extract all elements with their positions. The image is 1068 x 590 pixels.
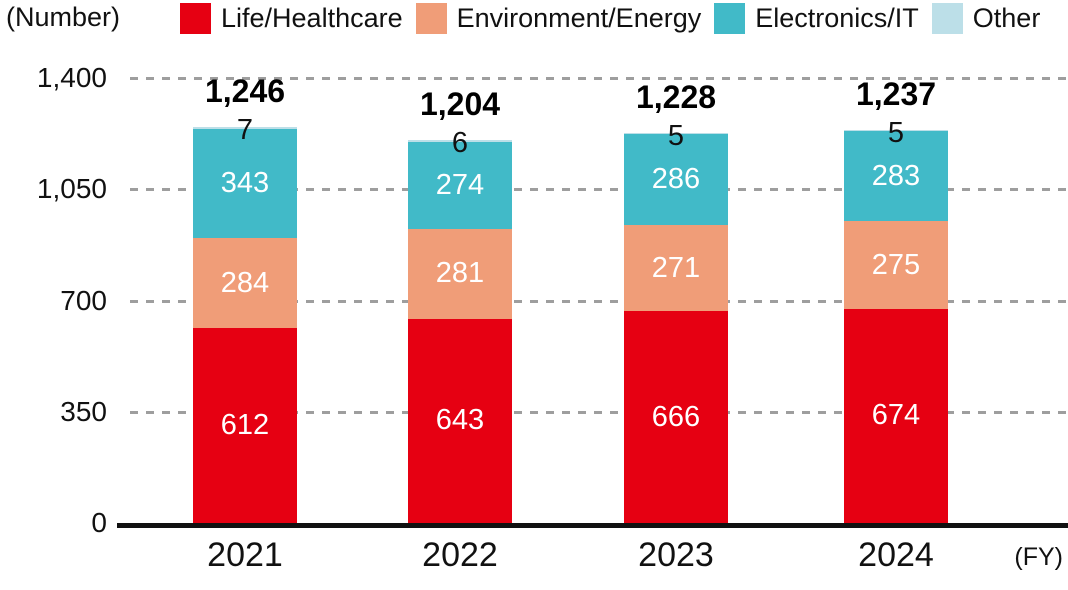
x-axis-category-label: 2024 [858, 536, 934, 574]
legend-item: Environment/Energy [415, 3, 702, 34]
total-value-label: 1,237 [855, 75, 937, 112]
bar-segment-2023-life-healthcare: 666 [624, 311, 728, 523]
segment-value: 666 [651, 400, 701, 433]
bar-segment-2022-other [408, 140, 512, 143]
legend-label: Electronics/IT [755, 3, 919, 33]
bar-segment-2022-electronics-it: 274 [408, 142, 512, 230]
bar-segment-2024-electronics-it: 283 [844, 131, 948, 222]
segment-value: 271 [651, 251, 701, 284]
x-axis-category-label: 2023 [638, 536, 714, 574]
segment-value: 274 [435, 169, 485, 202]
x-axis-category-label: 2021 [207, 536, 283, 574]
legend-label: Other [972, 3, 1041, 33]
legend-item: Other [931, 3, 1041, 34]
segment-value: 284 [220, 266, 270, 299]
total-value-label: 1,204 [419, 86, 501, 123]
x-axis-unit-label: (FY) [1014, 543, 1063, 571]
segment-value: 283 [871, 159, 921, 192]
bar-segment-2023-electronics-it: 286 [624, 134, 728, 226]
bar-segment-2021-electronics-it: 343 [193, 129, 297, 239]
bar-segment-2023-environment-energy: 271 [624, 225, 728, 312]
segment-value: 343 [220, 167, 270, 200]
y-tick-label-350: 350 [60, 395, 107, 427]
gridline-1400 [130, 77, 1068, 80]
legend-swatch-1 [180, 3, 211, 34]
bar-segment-2024-life-healthcare: 674 [844, 308, 948, 523]
total-value-label: 1,246 [204, 72, 286, 109]
other-value-label: 6 [451, 127, 469, 160]
total-value-label: 1,228 [635, 78, 717, 115]
legend-item: Electronics/IT [714, 3, 919, 34]
bar-segment-2023-other [624, 132, 728, 135]
y-axis-unit-label: (Number) [6, 2, 121, 32]
gridline-700 [130, 299, 1068, 303]
other-value-label: 5 [887, 116, 905, 149]
gridline-1050 [130, 188, 1068, 192]
other-value-label: 5 [667, 119, 685, 152]
x-axis-category-label: 2022 [422, 536, 498, 574]
bar-segment-2022-life-healthcare: 643 [408, 318, 512, 523]
legend-label: Environment/Energy [456, 3, 702, 33]
legend-label: Life/Healthcare [221, 3, 403, 33]
bar-segment-2024-other [844, 129, 948, 132]
legend-item: Life/Healthcare [180, 3, 403, 34]
other-value-label: 7 [236, 113, 254, 146]
x-axis-line [117, 523, 1068, 528]
y-tick-label-1050: 1,050 [36, 173, 107, 205]
y-tick-label-1400: 1,400 [36, 62, 107, 93]
y-tick-label-0: 0 [91, 507, 107, 538]
segment-value: 286 [651, 163, 701, 196]
bar-segment-2024-environment-energy: 275 [844, 221, 948, 309]
bar-segment-2021-environment-energy: 284 [193, 238, 297, 329]
gridline-350 [130, 410, 1068, 414]
bar-segment-2021-life-healthcare: 612 [193, 328, 297, 523]
segment-value: 281 [435, 257, 485, 290]
legend: Life/Healthcare Environment/Energy Electro… [180, 2, 1040, 35]
segment-value: 275 [871, 248, 921, 281]
legend-swatch-3 [714, 3, 746, 34]
bar-segment-2022-environment-energy: 281 [408, 229, 512, 319]
legend-swatch-4 [931, 3, 963, 34]
segment-value: 643 [435, 404, 485, 437]
legend-swatch-2 [415, 3, 447, 34]
segment-value: 674 [871, 399, 921, 432]
bar-segment-2021-other [193, 126, 297, 130]
y-tick-label-700: 700 [60, 284, 107, 316]
segment-value: 612 [220, 409, 270, 442]
